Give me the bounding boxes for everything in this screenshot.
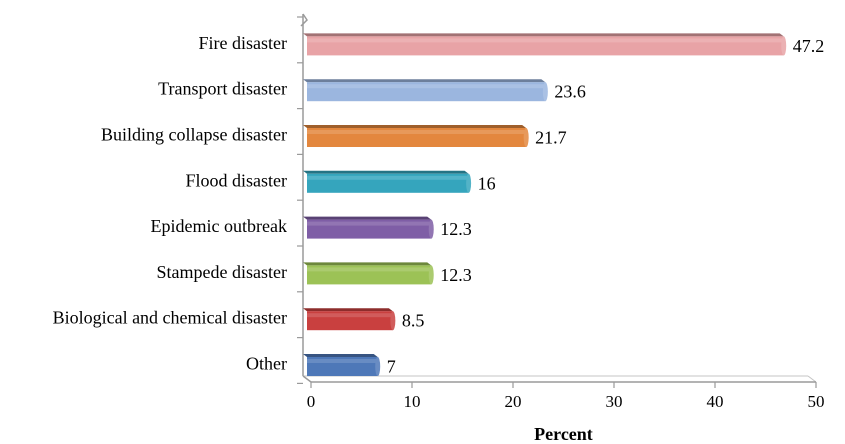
bar-highlight <box>307 175 469 180</box>
category-label: Other <box>246 354 287 374</box>
x-tick-label: 50 <box>808 392 825 411</box>
x-tick-label: 40 <box>707 392 724 411</box>
bar-top-face <box>303 308 393 312</box>
plot-frame <box>297 13 817 384</box>
category-label: Transport disaster <box>158 79 287 99</box>
x-ticks: 0 10 20 30 40 50 <box>307 382 825 411</box>
bars <box>303 33 787 376</box>
floor-side-line <box>302 375 312 383</box>
bar <box>303 262 434 285</box>
bar-end-cap <box>390 311 396 331</box>
bar <box>303 354 381 376</box>
bar-top-face <box>303 79 546 83</box>
category-label: Stampede disaster <box>157 262 287 282</box>
bar <box>303 79 548 102</box>
bar-highlight <box>307 267 432 272</box>
axis-cap <box>300 13 308 27</box>
bar-highlight <box>307 84 546 89</box>
bar-highlight <box>307 38 784 43</box>
bar <box>303 308 396 331</box>
value-label: 21.7 <box>535 128 567 148</box>
floor-side-line <box>807 375 817 383</box>
category-label: Fire disaster <box>199 33 287 53</box>
value-label: 47.2 <box>793 36 825 56</box>
bar-end-cap <box>428 219 434 239</box>
value-label: 12.3 <box>440 219 472 239</box>
bar-highlight <box>307 313 393 318</box>
category-label: Epidemic outbreak <box>151 216 287 236</box>
x-tick-label: 0 <box>307 392 316 411</box>
bar-end-cap <box>781 36 787 56</box>
bar-end-cap <box>375 357 381 376</box>
category-label: Biological and chemical disaster <box>53 308 287 328</box>
category-label: Building collapse disaster <box>101 125 287 145</box>
bar <box>303 125 529 147</box>
bar-highlight <box>307 130 527 134</box>
bar-end-cap <box>428 265 434 285</box>
bar-end-cap <box>542 82 548 102</box>
value-label: 23.6 <box>554 82 586 102</box>
bar <box>303 33 787 56</box>
x-tick-label: 20 <box>505 392 522 411</box>
value-labels: 47.2 23.6 21.7 16 12.3 12.3 8.5 7 <box>387 36 825 377</box>
category-label: Flood disaster <box>186 170 288 190</box>
bar-highlight <box>307 221 432 226</box>
x-tick-label: 30 <box>606 392 623 411</box>
bar-top-face <box>303 216 432 220</box>
x-tick-label: 10 <box>404 392 421 411</box>
value-label: 12.3 <box>440 265 472 285</box>
category-labels: Fire disaster Transport disaster Building … <box>53 33 287 374</box>
x-axis-title: Percent <box>534 424 593 444</box>
bar-top-face <box>303 33 784 37</box>
bar-highlight <box>307 359 378 363</box>
value-label: 8.5 <box>402 311 425 331</box>
value-label: 7 <box>387 357 396 377</box>
bar-top-face <box>303 262 432 266</box>
bar-top-face <box>303 170 469 174</box>
bar <box>303 170 472 193</box>
bar-end-cap <box>523 128 529 147</box>
bar-end-cap <box>466 173 472 193</box>
bar <box>303 216 434 239</box>
bar-top-face <box>303 125 527 128</box>
bar-top-face <box>303 354 378 357</box>
value-label: 16 <box>478 173 496 193</box>
